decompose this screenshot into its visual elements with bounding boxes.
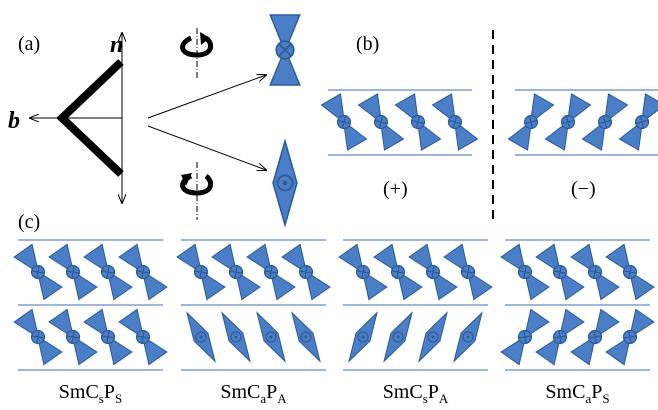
phase-label: SmCaPA: [220, 381, 287, 406]
bowtie: [582, 94, 627, 150]
bowtie: [508, 94, 553, 150]
diamond: [447, 309, 489, 365]
bowtie: [321, 94, 366, 150]
phase-label: SmCsPA: [383, 381, 449, 406]
phase-base: SmC: [383, 381, 423, 403]
diamond: [342, 309, 384, 365]
phase-sub: A: [277, 391, 287, 406]
phase-label: SmCsPS: [59, 381, 122, 406]
phase-base: SmC: [220, 381, 260, 403]
diamond: [285, 309, 327, 365]
bowtie: [545, 94, 590, 150]
figure: (a) n b (b) (+) (−) (c) SmCsPS SmCaPA SmCs…: [0, 0, 658, 410]
phase-sub: S: [115, 391, 122, 406]
diamond: [377, 309, 419, 365]
phase-mid: P: [266, 381, 277, 403]
diamond: [250, 309, 292, 365]
panel-label: (b): [356, 33, 379, 55]
sign-label: (−): [571, 178, 596, 200]
diamond: [273, 141, 297, 225]
n-label: n: [110, 32, 123, 58]
phase-base: SmC: [59, 381, 99, 403]
arrow: [148, 126, 266, 170]
phase-mid: P: [591, 381, 602, 403]
phase-mid: P: [104, 381, 115, 403]
diamond: [412, 309, 454, 365]
diamond: [180, 309, 222, 365]
bowtie: [395, 94, 440, 150]
panel-label: (c): [18, 211, 40, 233]
panel-label: (a): [18, 33, 40, 55]
phase-label: SmCaPS: [545, 381, 609, 406]
b-label: b: [8, 108, 20, 134]
dot: [283, 181, 288, 186]
phase-sub: S: [602, 391, 609, 406]
arrow: [148, 75, 266, 118]
bowtie: [432, 94, 477, 150]
sign-label: (+): [383, 178, 408, 200]
phase-sub: A: [439, 391, 449, 406]
phase-mid: P: [428, 381, 439, 403]
phase-base: SmC: [545, 381, 585, 403]
diamond: [215, 309, 257, 365]
bowtie: [619, 94, 658, 150]
bowtie: [270, 15, 300, 85]
bowtie: [358, 94, 403, 150]
